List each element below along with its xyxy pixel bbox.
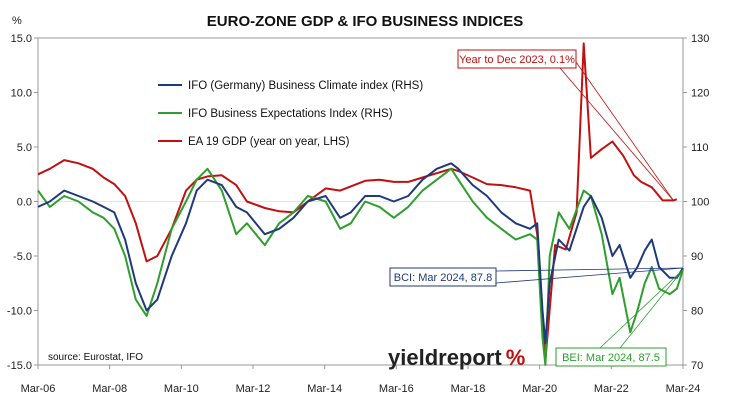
x-axis: Mar-06 Mar-08 Mar-10 Mar-12 Mar-14 Mar-16 Mar-… bbox=[21, 365, 701, 395]
x-tick-label: Mar-12 bbox=[236, 383, 271, 395]
gdp-annotation-leader bbox=[575, 61, 674, 201]
series-line-ifo-climate bbox=[37, 162, 684, 345]
bci-annotation-leader bbox=[495, 267, 684, 272]
brand-logo: yieldreport% bbox=[388, 345, 525, 370]
x-tick-label: Mar-22 bbox=[594, 383, 629, 395]
x-tick-label: Mar-14 bbox=[307, 383, 342, 395]
x-tick-label: Mar-08 bbox=[92, 383, 127, 395]
right-tick-label: 80 bbox=[691, 306, 703, 318]
chart-title: EURO-ZONE GDP & IFO BUSINESS INDICES bbox=[207, 13, 523, 30]
series-line-ea-gdp bbox=[37, 42, 678, 362]
legend-label-ifo-expectations: IFO Business Expectations Index (RHS) bbox=[188, 108, 393, 120]
annotations: Year to Dec 2023, 0.1% BCI: Mar 2024, 87.… bbox=[389, 49, 684, 367]
legend: IFO (Germany) Business Climate index (RH… bbox=[158, 80, 423, 148]
brand-symbol: % bbox=[506, 345, 526, 370]
left-tick-label: 5.0 bbox=[17, 142, 32, 154]
source-note: source: Eurostat, IFO bbox=[48, 352, 143, 363]
x-tick-label: Mar-20 bbox=[522, 383, 557, 395]
bei-annotation-label: BEI: Mar 2024, 87.5 bbox=[562, 352, 660, 364]
right-tick-label: 100 bbox=[691, 197, 709, 209]
bci-annotation-leader-2 bbox=[495, 267, 684, 284]
x-tick-label: Mar-06 bbox=[21, 383, 56, 395]
legend-label-ea-gdp: EA 19 GDP (year on year, LHS) bbox=[188, 136, 350, 148]
left-axis: 15.0 10.0 5.0 0.0 -5.0 -10.0 -15.0 bbox=[7, 33, 38, 372]
x-tick-label: Mar-10 bbox=[164, 383, 199, 395]
left-tick-label: 15.0 bbox=[11, 33, 32, 45]
right-tick-label: 130 bbox=[691, 33, 709, 45]
left-tick-label: -5.0 bbox=[13, 251, 32, 263]
right-tick-label: 120 bbox=[691, 88, 709, 100]
left-tick-label: 0.0 bbox=[17, 197, 32, 209]
gdp-annotation-label: Year to Dec 2023, 0.1% bbox=[459, 54, 575, 66]
legend-label-ifo-climate: IFO (Germany) Business Climate index (RH… bbox=[188, 80, 423, 92]
left-tick-label: -10.0 bbox=[7, 306, 32, 318]
gdp-annotation-box bbox=[457, 49, 577, 69]
x-tick-label: Mar-16 bbox=[379, 383, 414, 395]
left-axis-unit: % bbox=[12, 15, 22, 27]
bci-annotation-box bbox=[389, 267, 497, 287]
right-tick-label: 110 bbox=[691, 142, 709, 154]
left-tick-label: 10.0 bbox=[11, 88, 32, 100]
series-line-ifo-expectations bbox=[37, 167, 684, 366]
right-tick-label: 70 bbox=[691, 360, 703, 372]
x-tick-label: Mar-24 bbox=[666, 383, 701, 395]
right-axis: 130 120 110 100 90 80 70 bbox=[683, 33, 709, 372]
right-tick-label: 90 bbox=[691, 251, 703, 263]
left-tick-label: -15.0 bbox=[7, 360, 32, 372]
x-tick-label: Mar-18 bbox=[451, 383, 486, 395]
bei-annotation-leader bbox=[599, 269, 684, 349]
bei-annotation-leader-2 bbox=[619, 269, 684, 349]
gdp-annotation-leader-2 bbox=[559, 67, 674, 201]
brand-wordmark: yieldreport% bbox=[388, 345, 525, 370]
bei-annotation-box bbox=[555, 347, 667, 367]
brand-name: yieldreport bbox=[388, 345, 502, 370]
bci-annotation-label: BCI: Mar 2024, 87.8 bbox=[394, 272, 492, 284]
